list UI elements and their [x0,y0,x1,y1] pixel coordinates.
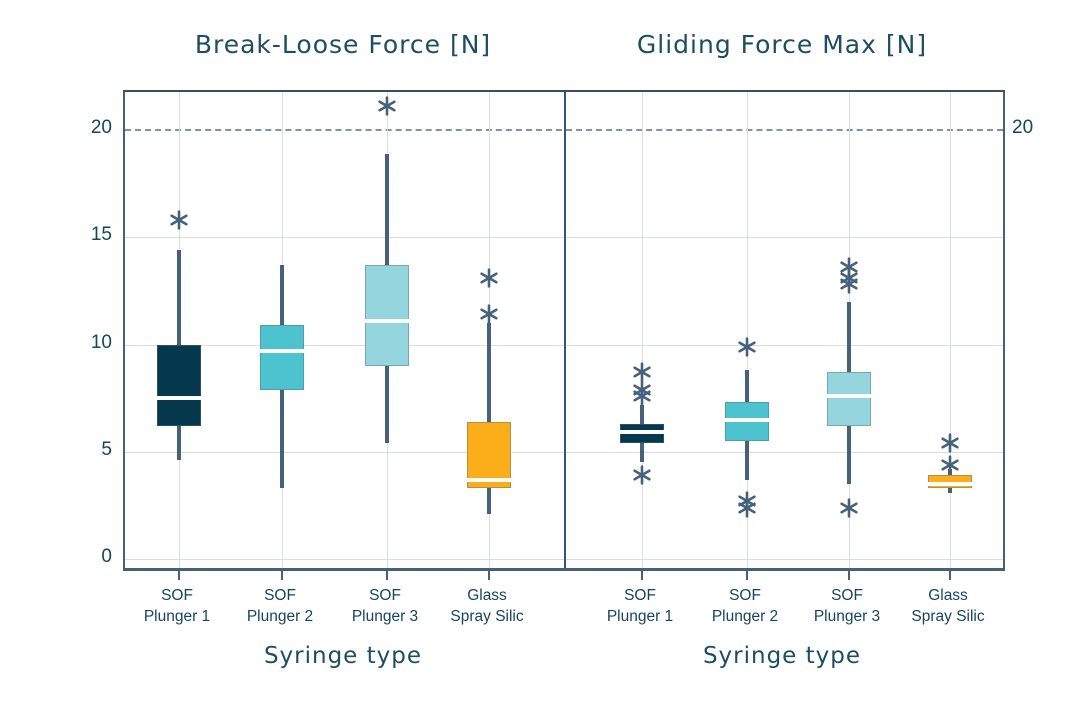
x-tick-label-line1: SOF [369,587,401,604]
x-tick-label: Glass Spray Silic [893,585,1003,627]
x-tick-mark [386,571,388,580]
x-tick-mark [178,571,180,580]
x-tick-label: SOF Plunger 2 [225,585,335,627]
outlier-asterisk [941,454,960,475]
x-tick-mark [949,571,951,580]
x-tick-label-line1: SOF [161,587,193,604]
x-tick-label: SOF Plunger 2 [690,585,800,627]
x-tick-mark [488,571,490,580]
x-tick-label-line1: SOF [831,587,863,604]
box [467,421,511,489]
box [725,402,769,442]
right-panel-title: Gliding Force Max [N] [636,30,928,59]
x-tick-label-line2: Plunger 2 [246,608,314,625]
x-tick-label-line2: Spray Silic [911,608,985,625]
plot-area [123,90,1005,580]
outlier-asterisk [738,497,757,518]
x-tick-mark [746,571,748,580]
whisker [487,323,491,514]
median-line [725,417,769,422]
y-tick-label-15: 15 [90,224,112,246]
box [365,265,409,366]
box [260,325,304,390]
x-tick-label-line2: Plunger 3 [813,608,881,625]
median-line [157,396,201,401]
v-gridline [950,92,951,568]
y-tick-label-10: 10 [90,331,112,353]
x-tick-label-line2: Plunger 1 [143,608,211,625]
x-tick-mark [281,571,283,580]
y-tick-label-0: 0 [101,546,112,567]
x-tick-label-line2: Plunger 1 [606,608,674,625]
x-tick-label-line1: Glass [928,587,968,604]
outlier-asterisk [633,362,652,383]
y-tick-label-20: 20 [90,117,112,138]
outlier-asterisk [840,274,859,295]
x-tick-label: SOF Plunger 1 [585,585,695,627]
x-tick-label-line1: Glass [467,587,507,604]
reference-line-right-label: 20 [1012,117,1034,138]
outlier-asterisk [480,268,499,288]
outlier-asterisk [170,210,189,230]
x-tick-label-line1: SOF [729,587,761,604]
box [157,344,201,426]
v-gridline [642,92,643,568]
x-tick-label: Glass Spray Silic [432,585,542,627]
x-tick-mark [641,571,643,580]
v-gridline [747,92,748,568]
box [827,372,871,426]
x-tick-label-line2: Spray Silic [450,608,524,625]
x-tick-label-line1: SOF [264,587,296,604]
outlier-asterisk [480,304,499,325]
x-tick-label-line2: Plunger 2 [711,608,779,625]
y-tick-label-5: 5 [101,438,112,460]
x-tick-mark [848,571,850,580]
median-line [365,318,409,323]
outlier-asterisk [840,497,859,518]
x-tick-label: SOF Plunger 1 [122,585,232,627]
right-x-axis-title: Syringe type [702,643,862,669]
median-line [620,430,664,435]
outlier-asterisk [633,386,652,406]
outlier-asterisk [738,336,757,357]
median-line [827,393,871,398]
outlier-asterisk [378,96,397,117]
x-tick-label-line1: SOF [624,587,656,604]
panel-divider [564,92,566,568]
outlier-asterisk [633,465,652,486]
median-line [928,481,972,486]
left-x-axis-title: Syringe type [263,643,423,669]
x-tick-label: SOF Plunger 3 [792,585,902,627]
left-panel-title: Break-Loose Force [N] [194,30,492,59]
median-line [260,348,304,353]
outlier-asterisk [941,433,960,453]
x-tick-label-line2: Plunger 3 [351,608,419,625]
x-tick-label: SOF Plunger 3 [330,585,440,627]
median-line [467,477,511,482]
